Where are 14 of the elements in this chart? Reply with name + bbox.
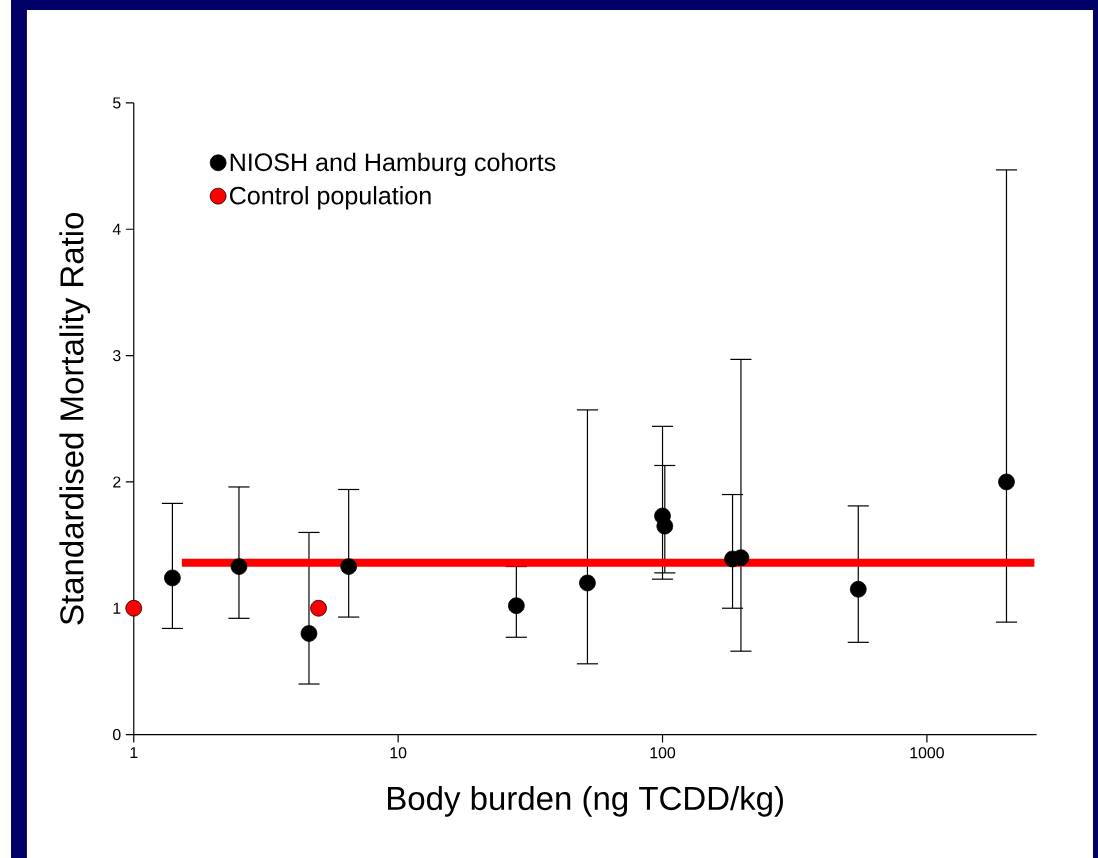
- x-tick-label: 1: [130, 747, 138, 758]
- y-tick-label: 5: [113, 97, 121, 109]
- y-axis-title: Standardised Mortality Ratio: [59, 212, 91, 625]
- legend-label: Control population: [229, 185, 431, 210]
- x-tick-label: 1000: [910, 747, 944, 759]
- legend-label: NIOSH and Hamburg cohorts: [230, 152, 556, 176]
- x-tick-label: 100: [650, 747, 676, 759]
- y-tick-label: 4: [112, 223, 121, 235]
- y-tick-label: 1: [113, 602, 121, 614]
- x-axis-title: Body burden (ng TCDD/kg): [387, 785, 783, 817]
- y-tick-label: 2: [113, 476, 121, 488]
- y-tick-label: 3: [112, 349, 121, 362]
- y-tick-label: 0: [113, 728, 121, 741]
- x-tick-label: 10: [390, 747, 407, 759]
